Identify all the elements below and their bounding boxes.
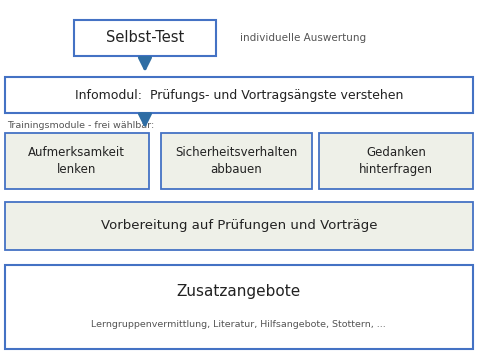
Text: Infomodul:  Prüfungs- und Vortragsängste verstehen: Infomodul: Prüfungs- und Vortragsängste … <box>74 89 403 102</box>
FancyBboxPatch shape <box>161 133 312 189</box>
FancyBboxPatch shape <box>5 202 473 250</box>
Text: Sicherheitsverhalten
abbauen: Sicherheitsverhalten abbauen <box>175 146 298 176</box>
Text: Vorbereitung auf Prüfungen und Vorträge: Vorbereitung auf Prüfungen und Vorträge <box>100 219 377 233</box>
Text: Gedanken
hinterfragen: Gedanken hinterfragen <box>359 146 433 176</box>
Text: Aufmerksamkeit
lenken: Aufmerksamkeit lenken <box>28 146 125 176</box>
Text: Selbst-Test: Selbst-Test <box>106 30 184 45</box>
FancyBboxPatch shape <box>319 133 473 189</box>
FancyBboxPatch shape <box>74 20 216 56</box>
FancyBboxPatch shape <box>5 133 149 189</box>
Text: individuelle Auswertung: individuelle Auswertung <box>240 33 366 43</box>
Text: Trainingsmodule - frei wählbar:: Trainingsmodule - frei wählbar: <box>7 121 155 130</box>
FancyBboxPatch shape <box>5 77 473 113</box>
Text: Zusatzangebote: Zusatzangebote <box>177 284 301 299</box>
Text: Lerngruppenvermittlung, Literatur, Hilfsangebote, Stottern, ...: Lerngruppenvermittlung, Literatur, Hilfs… <box>91 320 386 329</box>
FancyBboxPatch shape <box>5 265 473 349</box>
